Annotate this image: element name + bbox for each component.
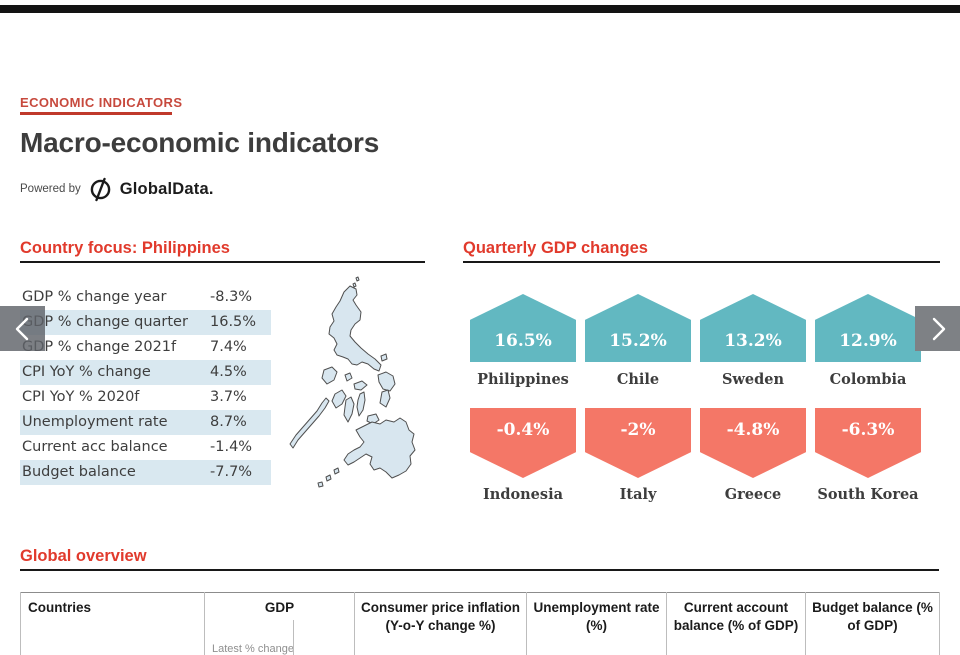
tile-country: Indonesia bbox=[483, 486, 563, 503]
row-value: -8.3% bbox=[210, 289, 253, 305]
table-row: CPI YoY % change 4.5% bbox=[20, 360, 271, 385]
table-divider bbox=[20, 592, 21, 655]
quarterly-gdp-title: Quarterly GDP changes bbox=[463, 239, 648, 257]
row-value: -7.7% bbox=[210, 464, 253, 480]
gdp-tile-positive: 12.9% bbox=[815, 294, 921, 362]
table-row: Budget balance -7.7% bbox=[20, 460, 271, 485]
tile-country: South Korea bbox=[817, 486, 919, 503]
tile-value: 16.5% bbox=[494, 331, 552, 351]
tile-country: Philippines bbox=[477, 371, 569, 388]
chevron-right-icon bbox=[927, 315, 949, 343]
row-label: CPI YoY % change bbox=[22, 364, 151, 380]
gdp-tile-negative: -6.3% bbox=[815, 408, 921, 478]
chevron-left-icon bbox=[12, 315, 34, 343]
eyebrow-label: ECONOMIC INDICATORS bbox=[20, 95, 183, 110]
table-row: Current acc balance -1.4% bbox=[20, 435, 271, 460]
table-divider bbox=[666, 592, 667, 655]
column-header-gdp: GDP bbox=[264, 600, 295, 615]
gdp-tile-positive: 15.2% bbox=[585, 294, 691, 362]
gdp-tile-negative: -2% bbox=[585, 408, 691, 478]
table-row: GDP % change 2021f 7.4% bbox=[20, 335, 271, 360]
column-header-budget-balance: Budget balance (% of GDP) bbox=[812, 600, 933, 633]
row-value: 4.5% bbox=[210, 364, 247, 380]
tile-country: Italy bbox=[619, 486, 657, 503]
tile-value: -0.4% bbox=[496, 420, 550, 440]
row-value: 8.7% bbox=[210, 414, 247, 430]
country-focus-title: Country focus: Philippines bbox=[20, 239, 230, 257]
table-divider bbox=[805, 592, 806, 655]
tile-country: Chile bbox=[616, 371, 660, 388]
row-label: GDP % change year bbox=[22, 289, 167, 305]
table-divider bbox=[204, 592, 205, 655]
column-header-cpi: Consumer price inflation (Y-o-Y change %… bbox=[360, 600, 521, 633]
table-divider bbox=[939, 592, 940, 655]
gdp-tile-negative: -4.8% bbox=[700, 408, 806, 478]
row-label: Current acc balance bbox=[22, 439, 168, 455]
gdp-subcolumn-divider bbox=[293, 620, 294, 655]
row-value: 7.4% bbox=[210, 339, 247, 355]
column-header-unemployment: Unemployment rate (%) bbox=[533, 600, 660, 633]
brand-name: GlobalData. bbox=[119, 179, 214, 198]
page-title: Macro-economic indicators bbox=[20, 127, 380, 158]
table-top-border bbox=[20, 592, 939, 593]
powered-by-label: Powered by bbox=[20, 183, 81, 195]
tile-country: Sweden bbox=[721, 371, 785, 388]
table-divider bbox=[354, 592, 355, 655]
row-value: 3.7% bbox=[210, 389, 247, 405]
gdp-subcolumn-label: Latest % change bbox=[212, 643, 294, 655]
row-label: CPI YoY % 2020f bbox=[22, 389, 140, 405]
carousel-prev-button[interactable] bbox=[0, 306, 45, 351]
column-header-current-account: Current account balance (% of GDP) bbox=[673, 600, 799, 633]
tile-value: 12.9% bbox=[839, 331, 897, 351]
gdp-tile-positive: 16.5% bbox=[470, 294, 576, 362]
tile-value: -4.8% bbox=[726, 420, 780, 440]
table-row: Unemployment rate 8.7% bbox=[20, 410, 271, 435]
philippines-map bbox=[282, 272, 432, 494]
table-row: CPI YoY % 2020f 3.7% bbox=[20, 385, 271, 410]
top-divider-bar bbox=[0, 5, 960, 13]
tile-value: 13.2% bbox=[724, 331, 782, 351]
global-overview-title: Global overview bbox=[20, 547, 147, 565]
global-overview-rule bbox=[20, 569, 939, 571]
country-focus-rule bbox=[20, 261, 425, 263]
tile-country: Greece bbox=[724, 486, 782, 503]
globaldata-logo-icon bbox=[88, 177, 113, 202]
table-row: GDP % change quarter 16.5% bbox=[20, 310, 271, 335]
row-label: GDP % change 2021f bbox=[22, 339, 177, 355]
table-row: GDP % change year -8.3% bbox=[20, 285, 271, 310]
row-value: -1.4% bbox=[210, 439, 253, 455]
carousel-next-button[interactable] bbox=[915, 306, 960, 351]
row-label: Budget balance bbox=[22, 464, 136, 480]
row-value: 16.5% bbox=[210, 314, 257, 330]
gdp-tile-negative: -0.4% bbox=[470, 408, 576, 478]
eyebrow-underline bbox=[20, 112, 172, 115]
powered-by-brand[interactable]: Powered by GlobalData. bbox=[20, 176, 214, 202]
tile-value: 15.2% bbox=[609, 331, 667, 351]
row-label: GDP % change quarter bbox=[22, 314, 188, 330]
quarterly-gdp-rule bbox=[463, 261, 940, 263]
tile-value: -6.3% bbox=[841, 420, 895, 440]
tile-value: -2% bbox=[620, 420, 656, 440]
tile-country: Colombia bbox=[829, 371, 907, 388]
gdp-tile-positive: 13.2% bbox=[700, 294, 806, 362]
row-label: Unemployment rate bbox=[22, 414, 168, 430]
column-header-countries: Countries bbox=[28, 600, 92, 615]
table-divider bbox=[526, 592, 527, 655]
